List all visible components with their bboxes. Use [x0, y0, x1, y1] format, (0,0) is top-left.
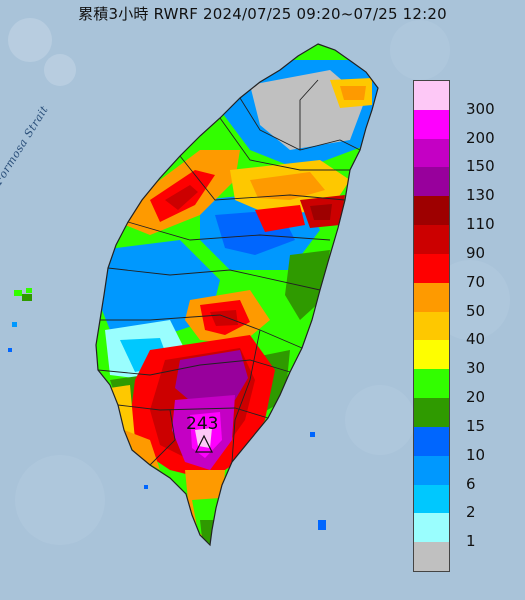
legend-swatch	[414, 196, 449, 226]
legend-label: 6	[466, 474, 476, 493]
legend-swatch	[414, 109, 449, 140]
color-legend	[413, 80, 450, 572]
legend-label: 30	[466, 359, 486, 378]
legend-swatch	[414, 426, 449, 457]
max-value-label: 243	[186, 414, 219, 434]
legend-label: 10	[466, 445, 486, 464]
county-borders	[97, 79, 361, 466]
legend-label: 130	[466, 186, 495, 205]
legend-label: 300	[466, 99, 495, 118]
legend-swatch	[414, 282, 449, 313]
legend-swatch	[414, 340, 449, 370]
legend-label: 90	[466, 243, 486, 262]
max-rainfall-marker	[195, 434, 213, 453]
legend-swatch	[414, 542, 449, 572]
legend-swatch	[414, 484, 449, 514]
map-title: 累積3小時 RWRF 2024/07/25 09:20~07/25 12:20	[78, 5, 447, 23]
legend-label: 200	[466, 128, 495, 147]
legend-label: 2	[466, 503, 476, 522]
legend-label: 50	[466, 301, 486, 320]
legend-label: 15	[466, 416, 486, 435]
sea-texture	[8, 18, 510, 545]
legend-swatch	[414, 513, 449, 543]
legend-swatch	[414, 311, 449, 341]
legend-swatch	[414, 398, 449, 428]
legend-label: 20	[466, 388, 486, 407]
legend-swatch	[414, 369, 449, 399]
legend-label: 150	[466, 157, 495, 176]
legend-swatch	[414, 225, 449, 255]
legend-label: 1	[466, 532, 476, 551]
legend-swatch	[414, 138, 449, 168]
legend-label: 70	[466, 272, 486, 291]
legend-swatch	[414, 81, 449, 111]
sea-rain-cells	[8, 288, 326, 530]
legend-swatch	[414, 253, 449, 284]
legend-label: 40	[466, 330, 486, 349]
legend-swatch	[414, 167, 449, 197]
legend-swatch	[414, 455, 449, 486]
legend-label: 110	[466, 215, 495, 234]
